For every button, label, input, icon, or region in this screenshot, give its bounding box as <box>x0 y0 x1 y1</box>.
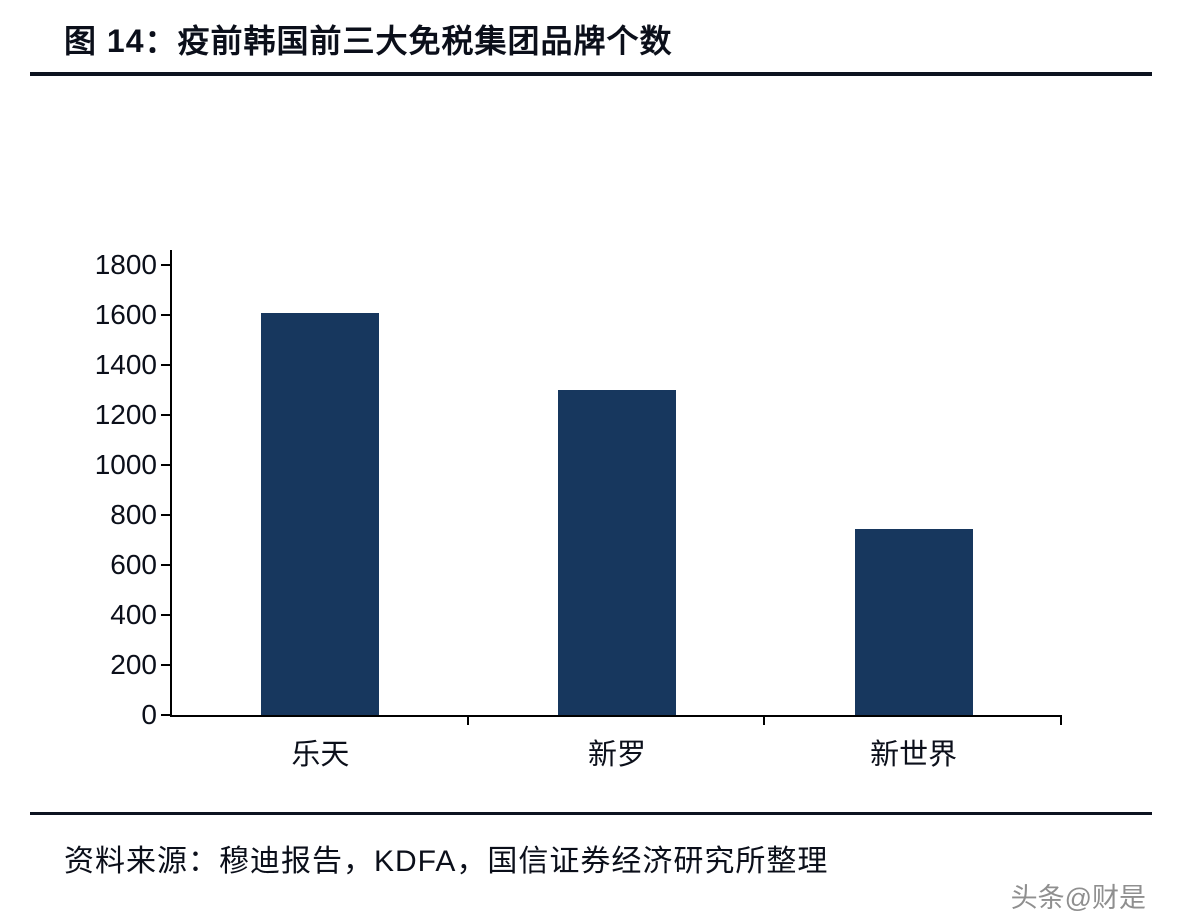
bar-新世界 <box>854 528 973 715</box>
y-axis-tick-mark <box>161 314 170 316</box>
y-axis-tick-label: 1400 <box>94 349 157 380</box>
y-axis-tick-mark <box>161 464 170 466</box>
y-axis-tick-label: 200 <box>110 649 157 680</box>
y-axis-tick-mark <box>161 714 170 716</box>
y-axis-tick-label: 1800 <box>94 249 157 280</box>
source-text: 资料来源：穆迪报告，KDFA，国信证券经济研究所整理 <box>64 845 829 878</box>
x-axis-label-新罗: 新罗 <box>587 739 646 771</box>
y-axis-tick-mark <box>161 414 170 416</box>
y-axis-tick-label: 600 <box>110 549 157 580</box>
x-axis-tick-mark <box>763 715 766 725</box>
title-divider <box>30 72 1152 76</box>
bar-新罗 <box>558 390 676 715</box>
y-axis-tick-mark <box>161 664 170 666</box>
y-axis-tick-mark <box>161 564 170 566</box>
y-axis-tick-mark <box>161 264 170 266</box>
watermark: 头条@财是 <box>1010 883 1146 913</box>
y-axis-tick-label: 1600 <box>94 299 157 330</box>
y-axis-tick-mark <box>161 514 170 516</box>
x-axis-tick-mark <box>1060 715 1062 725</box>
y-axis-tick-label: 1200 <box>94 399 157 430</box>
y-axis-tick-mark <box>161 364 170 366</box>
x-axis-label-乐天: 乐天 <box>291 739 350 771</box>
y-axis-tick-mark <box>161 614 170 616</box>
y-axis-tick-label: 400 <box>110 599 157 630</box>
y-axis-tick-label: 800 <box>110 499 157 530</box>
bar-chart-plot-area: 0 200 400 600 800 1000 1200 1400 1600 1800 乐天 新罗 新世界 <box>95 249 1062 771</box>
source-divider <box>30 812 1152 815</box>
x-axis-tick-mark <box>466 715 469 725</box>
bar-乐天 <box>261 312 380 715</box>
figure-title: 图 14：疫前韩国前三大免税集团品牌个数 <box>64 23 673 59</box>
y-axis-tick-label: 0 <box>141 699 157 730</box>
y-axis-tick-label: 1000 <box>94 449 157 480</box>
x-axis-label-新世界: 新世界 <box>870 739 958 771</box>
